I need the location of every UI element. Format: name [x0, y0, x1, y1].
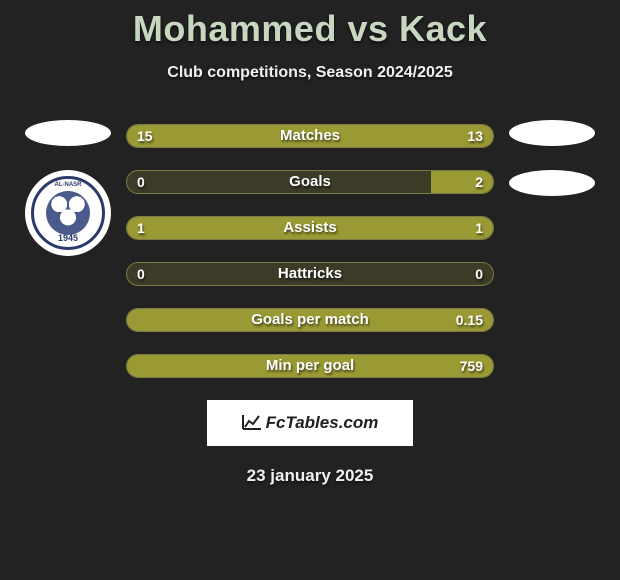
brand-text: FcTables.com	[266, 413, 379, 433]
stat-label: Goals per match	[127, 309, 493, 331]
page-subtitle: Club competitions, Season 2024/2025	[0, 64, 620, 82]
stat-label: Min per goal	[127, 355, 493, 377]
page-title: Mohammed vs Kack	[0, 0, 620, 50]
stat-row: Assists1 1	[126, 216, 494, 240]
brand-logo: FcTables.com	[242, 413, 379, 433]
stat-value-left: 1	[137, 217, 145, 239]
stat-value-right: 759	[460, 355, 483, 377]
stat-value-left: 0	[137, 263, 145, 285]
stat-label: Matches	[127, 125, 493, 147]
stat-row: Goals per match0.15	[126, 308, 494, 332]
footer-brand-box: FcTables.com	[207, 400, 413, 446]
stat-row: Min per goal759	[126, 354, 494, 378]
stat-value-right: 0	[475, 263, 483, 285]
stat-value-left: 0	[137, 171, 145, 193]
stat-value-left: 15	[137, 125, 153, 147]
stats-comparison: Matches1513Goals02Assists11Hattricks00Go…	[0, 124, 620, 378]
stat-row: Goals0 2	[126, 170, 494, 194]
stat-label: Hattricks	[127, 263, 493, 285]
stat-value-right: 1	[475, 217, 483, 239]
stat-value-right: 0.15	[456, 309, 483, 331]
stat-row: Matches15 13	[126, 124, 494, 148]
stat-row: Hattricks0 0	[126, 262, 494, 286]
footer-date: 23 january 2025	[0, 466, 620, 486]
stat-label: Goals	[127, 171, 493, 193]
chart-icon	[242, 414, 262, 433]
stat-label: Assists	[127, 217, 493, 239]
stat-value-right: 2	[475, 171, 483, 193]
stat-value-right: 13	[467, 125, 483, 147]
